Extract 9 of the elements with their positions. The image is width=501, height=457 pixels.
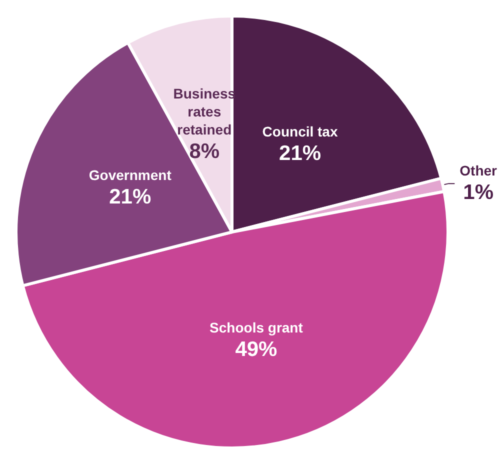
data-label: 8% (189, 140, 220, 163)
data-label: 21% (279, 142, 322, 165)
slice-label: Government (88, 166, 172, 183)
slice-label: Other (460, 162, 498, 179)
data-label: 1% (463, 181, 494, 204)
data-label: 49% (235, 338, 278, 361)
slice-label: Schools grant (210, 319, 304, 336)
data-label: 21% (109, 185, 152, 208)
slice-label: Council tax (262, 123, 338, 140)
